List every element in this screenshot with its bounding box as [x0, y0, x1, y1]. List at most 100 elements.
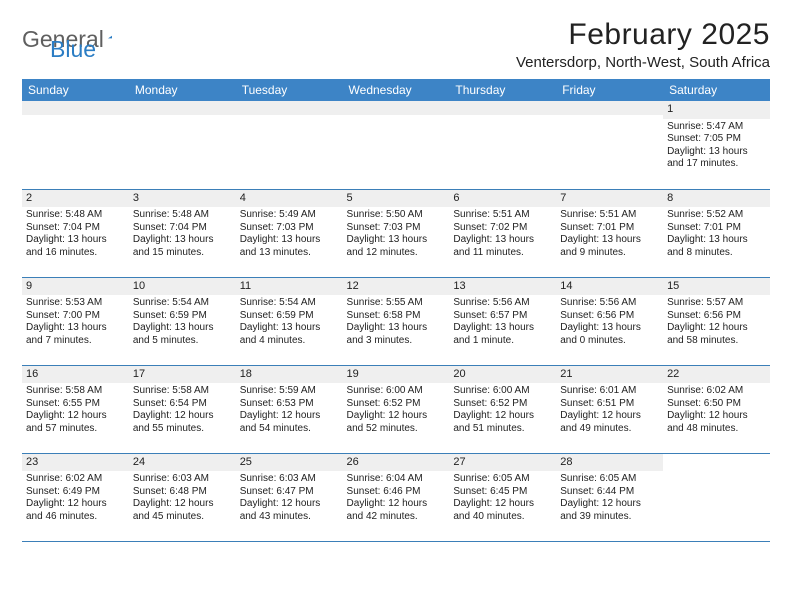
sunset-text: Sunset: 6:49 PM	[26, 486, 125, 499]
sunset-text: Sunset: 7:03 PM	[347, 222, 446, 235]
day-number: 18	[236, 366, 343, 384]
day-number: 11	[236, 278, 343, 296]
calendar-day-cell: 23Sunrise: 6:02 AMSunset: 6:49 PMDayligh…	[22, 453, 129, 541]
sunrise-text: Sunrise: 5:49 AM	[240, 209, 339, 222]
sunrise-text: Sunrise: 5:52 AM	[667, 209, 766, 222]
day-number: 19	[343, 366, 450, 384]
col-header: Monday	[129, 79, 236, 101]
sunset-text: Sunset: 6:45 PM	[453, 486, 552, 499]
empty-day-bar	[343, 101, 450, 115]
calendar-day-cell: 19Sunrise: 6:00 AMSunset: 6:52 PMDayligh…	[343, 365, 450, 453]
sunrise-text: Sunrise: 6:05 AM	[560, 473, 659, 486]
sunset-text: Sunset: 6:44 PM	[560, 486, 659, 499]
sunset-text: Sunset: 6:51 PM	[560, 398, 659, 411]
day-number: 28	[556, 454, 663, 472]
day-number: 23	[22, 454, 129, 472]
sunrise-text: Sunrise: 5:56 AM	[560, 297, 659, 310]
sunset-text: Sunset: 7:01 PM	[560, 222, 659, 235]
col-header: Tuesday	[236, 79, 343, 101]
calendar-week-row: 1Sunrise: 5:47 AMSunset: 7:05 PMDaylight…	[22, 101, 770, 189]
day-number: 25	[236, 454, 343, 472]
sunrise-text: Sunrise: 5:54 AM	[240, 297, 339, 310]
sunrise-text: Sunrise: 6:03 AM	[133, 473, 232, 486]
daylight-text: Daylight: 13 hours and 11 minutes.	[453, 234, 552, 259]
sunrise-text: Sunrise: 5:58 AM	[26, 385, 125, 398]
daylight-text: Daylight: 12 hours and 54 minutes.	[240, 410, 339, 435]
sunrise-text: Sunrise: 6:02 AM	[667, 385, 766, 398]
calendar-day-cell	[663, 453, 770, 541]
day-number: 14	[556, 278, 663, 296]
daylight-text: Daylight: 13 hours and 5 minutes.	[133, 322, 232, 347]
sunset-text: Sunset: 6:59 PM	[240, 310, 339, 323]
calendar-day-cell: 13Sunrise: 5:56 AMSunset: 6:57 PMDayligh…	[449, 277, 556, 365]
daylight-text: Daylight: 13 hours and 1 minute.	[453, 322, 552, 347]
sunrise-text: Sunrise: 6:01 AM	[560, 385, 659, 398]
day-number: 15	[663, 278, 770, 296]
sunrise-text: Sunrise: 5:51 AM	[560, 209, 659, 222]
sunset-text: Sunset: 6:52 PM	[453, 398, 552, 411]
sunset-text: Sunset: 6:52 PM	[347, 398, 446, 411]
calendar-day-cell: 7Sunrise: 5:51 AMSunset: 7:01 PMDaylight…	[556, 189, 663, 277]
calendar-day-cell: 1Sunrise: 5:47 AMSunset: 7:05 PMDaylight…	[663, 101, 770, 189]
calendar-day-cell: 16Sunrise: 5:58 AMSunset: 6:55 PMDayligh…	[22, 365, 129, 453]
sunrise-text: Sunrise: 6:04 AM	[347, 473, 446, 486]
daylight-text: Daylight: 12 hours and 48 minutes.	[667, 410, 766, 435]
sunset-text: Sunset: 6:56 PM	[667, 310, 766, 323]
sunset-text: Sunset: 6:53 PM	[240, 398, 339, 411]
calendar-day-cell: 15Sunrise: 5:57 AMSunset: 6:56 PMDayligh…	[663, 277, 770, 365]
calendar-day-cell	[236, 101, 343, 189]
empty-day-bar	[236, 101, 343, 115]
day-number: 6	[449, 190, 556, 208]
calendar-day-cell: 9Sunrise: 5:53 AMSunset: 7:00 PMDaylight…	[22, 277, 129, 365]
daylight-text: Daylight: 12 hours and 42 minutes.	[347, 498, 446, 523]
calendar-day-cell	[22, 101, 129, 189]
sunset-text: Sunset: 6:47 PM	[240, 486, 339, 499]
daylight-text: Daylight: 12 hours and 39 minutes.	[560, 498, 659, 523]
day-number: 26	[343, 454, 450, 472]
daylight-text: Daylight: 13 hours and 17 minutes.	[667, 146, 766, 171]
daylight-text: Daylight: 13 hours and 9 minutes.	[560, 234, 659, 259]
sunrise-text: Sunrise: 6:02 AM	[26, 473, 125, 486]
sunrise-text: Sunrise: 6:03 AM	[240, 473, 339, 486]
daylight-text: Daylight: 12 hours and 46 minutes.	[26, 498, 125, 523]
sunset-text: Sunset: 6:56 PM	[560, 310, 659, 323]
daylight-text: Daylight: 12 hours and 45 minutes.	[133, 498, 232, 523]
page-header: General February 2025 Ventersdorp, North…	[22, 18, 770, 71]
day-number: 1	[663, 101, 770, 119]
calendar-day-cell: 12Sunrise: 5:55 AMSunset: 6:58 PMDayligh…	[343, 277, 450, 365]
day-number: 2	[22, 190, 129, 208]
day-number: 16	[22, 366, 129, 384]
calendar-day-cell: 5Sunrise: 5:50 AMSunset: 7:03 PMDaylight…	[343, 189, 450, 277]
sunset-text: Sunset: 7:03 PM	[240, 222, 339, 235]
sunrise-text: Sunrise: 6:05 AM	[453, 473, 552, 486]
sunrise-text: Sunrise: 5:53 AM	[26, 297, 125, 310]
sunset-text: Sunset: 6:55 PM	[26, 398, 125, 411]
sunset-text: Sunset: 6:59 PM	[133, 310, 232, 323]
daylight-text: Daylight: 13 hours and 16 minutes.	[26, 234, 125, 259]
daylight-text: Daylight: 13 hours and 4 minutes.	[240, 322, 339, 347]
empty-day-bar	[449, 101, 556, 115]
calendar-week-row: 23Sunrise: 6:02 AMSunset: 6:49 PMDayligh…	[22, 453, 770, 541]
day-number: 13	[449, 278, 556, 296]
daylight-text: Daylight: 12 hours and 43 minutes.	[240, 498, 339, 523]
day-number: 10	[129, 278, 236, 296]
sunrise-text: Sunrise: 5:57 AM	[667, 297, 766, 310]
sunrise-text: Sunrise: 5:51 AM	[453, 209, 552, 222]
sunrise-text: Sunrise: 6:00 AM	[453, 385, 552, 398]
daylight-text: Daylight: 13 hours and 12 minutes.	[347, 234, 446, 259]
sunset-text: Sunset: 6:57 PM	[453, 310, 552, 323]
day-number: 20	[449, 366, 556, 384]
empty-day-bar	[556, 101, 663, 115]
sunset-text: Sunset: 7:00 PM	[26, 310, 125, 323]
sunrise-text: Sunrise: 5:48 AM	[133, 209, 232, 222]
sunrise-text: Sunrise: 5:54 AM	[133, 297, 232, 310]
daylight-text: Daylight: 13 hours and 8 minutes.	[667, 234, 766, 259]
calendar-day-cell: 27Sunrise: 6:05 AMSunset: 6:45 PMDayligh…	[449, 453, 556, 541]
daylight-text: Daylight: 12 hours and 51 minutes.	[453, 410, 552, 435]
sunrise-text: Sunrise: 5:55 AM	[347, 297, 446, 310]
calendar-table: SundayMondayTuesdayWednesdayThursdayFrid…	[22, 79, 770, 542]
sunset-text: Sunset: 6:48 PM	[133, 486, 232, 499]
sunset-text: Sunset: 7:01 PM	[667, 222, 766, 235]
calendar-day-cell: 6Sunrise: 5:51 AMSunset: 7:02 PMDaylight…	[449, 189, 556, 277]
calendar-day-cell: 22Sunrise: 6:02 AMSunset: 6:50 PMDayligh…	[663, 365, 770, 453]
